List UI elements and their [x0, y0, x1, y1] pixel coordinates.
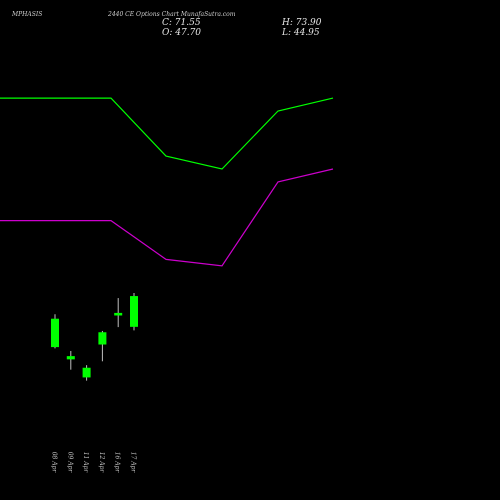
- x-tick-label: 12 Apr: [98, 452, 105, 474]
- candles-layer: [51, 293, 138, 381]
- x-axis-ticks: 08 Apr 09 Apr 11 Apr 12 Apr 16 Apr 17 Apr: [51, 452, 137, 474]
- candle-body: [130, 296, 138, 327]
- x-tick-label: 16 Apr: [114, 452, 121, 474]
- x-tick-label: 08 Apr: [51, 452, 58, 474]
- low-value: L: 44.95: [282, 28, 320, 38]
- close-value: C: 71.55: [162, 18, 201, 28]
- candle-body: [51, 318, 59, 348]
- candle-body: [66, 356, 75, 360]
- high-value: H: 73.90: [282, 18, 322, 28]
- x-tick-label: 09 Apr: [66, 452, 73, 474]
- chart-symbol: MPHASIS: [12, 11, 43, 18]
- candle-body: [114, 312, 123, 316]
- x-tick-label: 11 Apr: [82, 452, 89, 474]
- x-tick-label: 17 Apr: [130, 452, 137, 474]
- candle-body: [98, 332, 107, 345]
- candle-body: [82, 367, 91, 378]
- upper-band-line: [0, 97, 334, 170]
- chart-subtitle: 2440 CE Options Chart MunafaSutra.com: [108, 11, 236, 18]
- open-value: O: 47.70: [162, 28, 202, 38]
- bands-layer: [0, 97, 334, 267]
- lower-band-line: [0, 168, 334, 267]
